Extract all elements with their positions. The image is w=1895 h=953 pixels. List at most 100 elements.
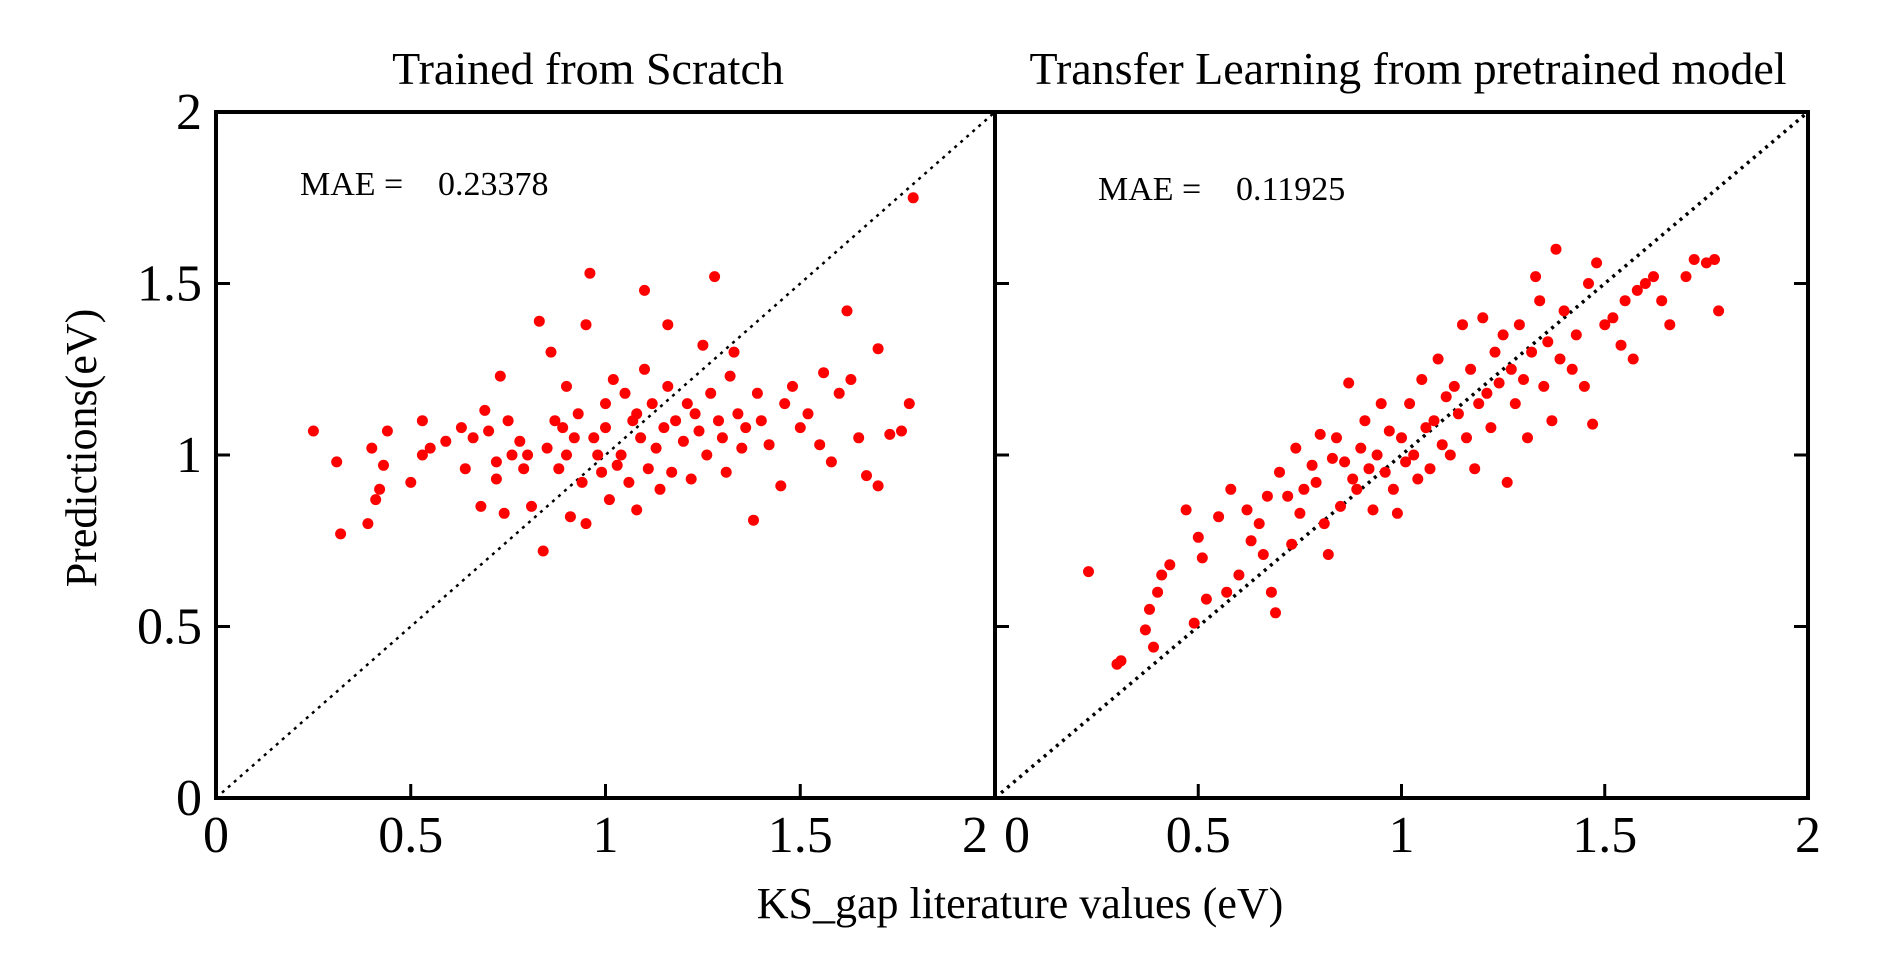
right-point-5 [1148,641,1159,653]
left-point-31 [537,545,549,557]
left-point-27 [518,463,530,475]
left-y-tick-label-0: 0 [176,770,202,827]
right-point-88 [1538,380,1550,392]
right-point-50 [1383,425,1395,437]
left-point-73 [681,398,693,410]
left-point-81 [713,415,724,427]
right-mae-value: 0.11925 [1236,171,1345,208]
right-point-45 [1363,463,1375,475]
right-point-18 [1241,504,1253,516]
right-point-30 [1298,483,1310,495]
right-point-51 [1387,483,1399,495]
left-point-43 [580,319,592,331]
left-point-54 [615,449,627,461]
right-point-28 [1290,442,1302,454]
left-point-69 [662,319,674,331]
left-point-78 [701,449,713,461]
left-panel: Trained from Scratch MAE = 0.23378 0 0.5 1… [137,43,997,864]
left-point-50 [600,422,611,434]
right-point-111 [1688,254,1700,265]
right-point-4 [1144,603,1155,615]
left-point-103 [845,374,857,385]
right-point-52 [1391,507,1403,519]
right-point-6 [1152,586,1164,598]
left-point-1 [331,456,343,468]
right-point-79 [1501,476,1513,488]
right-point-86 [1530,271,1542,283]
right-point-21 [1257,549,1269,560]
left-point-35 [553,463,565,475]
right-point-64 [1440,391,1452,403]
left-point-85 [728,346,740,358]
left-x-tick-label-0: 0 [203,807,229,864]
right-point-99 [1591,257,1603,269]
right-point-93 [1558,305,1570,317]
left-point-8 [381,425,393,437]
left-point-108 [884,428,896,440]
right-point-20 [1253,518,1265,530]
right-point-47 [1371,449,1383,461]
right-point-71 [1469,463,1481,475]
left-point-29 [526,500,537,512]
left-x-tick-label-4: 2 [962,807,988,864]
right-point-31 [1306,459,1318,471]
right-point-70 [1465,363,1477,375]
left-point-20 [490,473,502,485]
left-point-21 [490,456,502,468]
left-point-58 [631,408,643,420]
left-point-33 [545,346,557,358]
right-point-22 [1261,490,1273,502]
right-scatter-points [1083,243,1725,670]
x-axis-label: KS_gap literature values (eV) [757,879,1284,928]
right-point-103 [1619,295,1631,307]
right-point-3 [1139,624,1151,636]
right-point-15 [1221,586,1233,598]
right-point-83 [1518,374,1529,385]
left-point-67 [658,422,670,434]
left-y-tick-label-3: 1.5 [137,256,202,313]
right-point-108 [1656,295,1668,307]
left-point-24 [502,415,514,427]
left-point-83 [720,466,732,478]
left-x-tick-label-1: 0.5 [378,807,443,864]
left-point-105 [861,470,872,482]
right-point-42 [1351,483,1363,495]
right-point-17 [1233,569,1245,581]
right-point-54 [1400,456,1412,468]
right-point-35 [1322,549,1334,560]
left-point-74 [685,473,697,485]
right-point-113 [1709,254,1720,265]
right-point-100 [1599,319,1611,331]
right-point-110 [1680,271,1692,283]
left-point-34 [549,415,561,427]
left-point-66 [654,483,666,495]
right-plot-frame [993,110,1810,800]
right-point-91 [1550,243,1562,255]
left-y-tick-label-1: 0.5 [137,599,202,656]
right-panel-title: Transfer Learning from pretrained model [1029,43,1786,94]
left-point-93 [775,480,787,492]
right-x-tick-label-0: 0 [1004,807,1030,864]
left-point-96 [794,422,806,434]
right-point-87 [1534,295,1546,307]
left-point-30 [533,315,545,327]
right-point-10 [1188,617,1200,629]
right-point-25 [1274,466,1285,478]
left-point-46 [588,432,600,444]
left-point-102 [841,305,853,317]
left-point-32 [541,442,553,454]
right-point-94 [1566,363,1578,375]
right-point-95 [1570,329,1582,341]
right-point-19 [1245,535,1257,547]
left-point-99 [818,367,830,379]
right-point-90 [1546,415,1558,427]
left-point-90 [751,387,763,399]
left-point-42 [576,476,588,488]
right-point-33 [1314,428,1326,440]
left-point-94 [779,398,791,410]
right-point-12 [1196,552,1208,564]
right-point-40 [1343,377,1355,389]
right-point-34 [1318,518,1330,530]
right-point-61 [1428,415,1440,427]
